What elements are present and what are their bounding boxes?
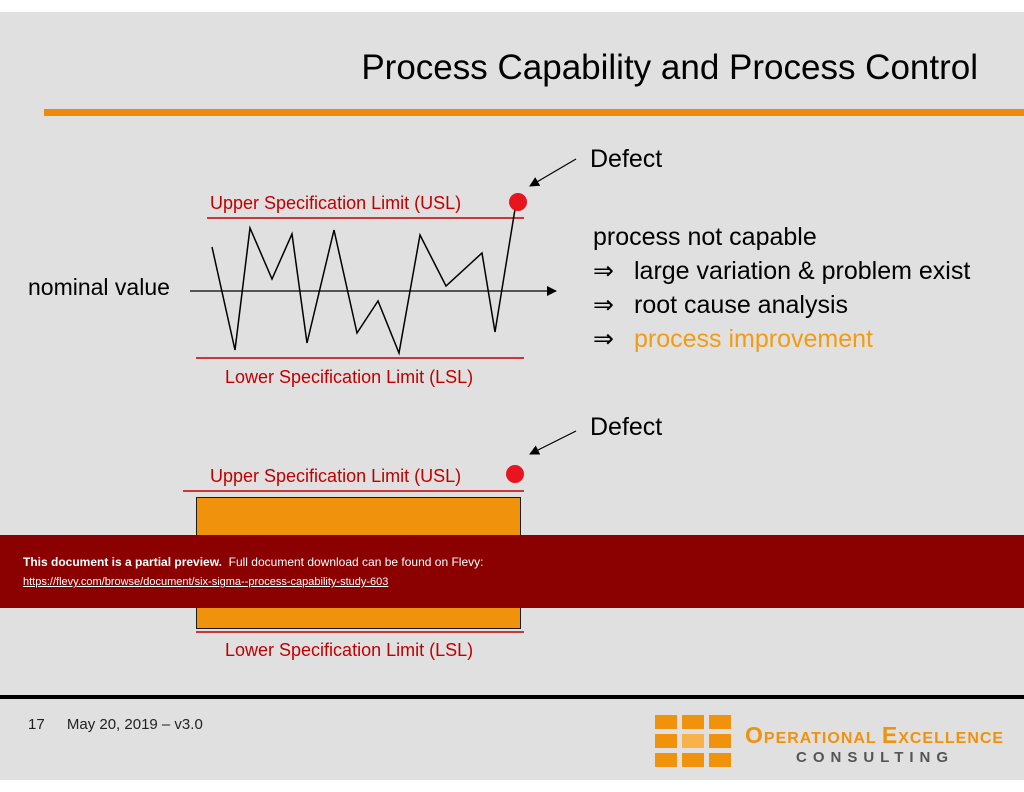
process-diagram [183,158,577,633]
bullet-item-label: root cause analysis [634,291,849,319]
defect-label-top: Defect [590,145,663,173]
slide-title: Process Capability and Process Control [361,48,978,87]
defect-pointer-top [529,158,577,187]
footer-divider [0,695,1024,699]
bullet-heading: process not capable [593,223,817,251]
defect-pointer-bottom [529,430,577,455]
bullet-item-label: large variation & problem exist [634,257,971,285]
bullet-item: ⇒ large variation & problem exist [593,254,970,288]
banner-link[interactable]: https://flevy.com/browse/document/six-si… [23,576,389,588]
page-number: 17 [28,716,45,733]
date-version: May 20, 2019 – v3.0 [66,716,203,733]
banner-message: This document is a partial preview. Full… [23,555,483,569]
defect-point-top [509,193,527,211]
preview-banner: This document is a partial preview. Full… [0,535,1024,608]
process-variation-line [211,202,517,356]
implies-arrow-icon: ⇒ [593,257,614,285]
implies-arrow-icon: ⇒ [593,291,614,319]
usl-label-top: Upper Specification Limit (USL) [210,193,462,213]
banner-bold-text: This document is a partial preview. [23,555,222,569]
logo-wordmark-line1: OPERATIONAL EXCELLENCE [745,722,1005,748]
slide: Process Capability and Process Control U… [0,12,1024,780]
defect-point-bottom [506,465,524,483]
footer-info: 17 May 20, 2019 – v3.0 [28,716,203,733]
lsl-label-top: Lower Specification Limit (LSL) [225,367,474,387]
defect-marker-layer [506,465,524,483]
nominal-value-label: nominal value [28,274,170,300]
title-underline [44,109,1024,116]
usl-label-bottom: Upper Specification Limit (USL) [210,466,462,486]
logo-wordmark-line2: CONSULTING [796,749,955,766]
lsl-label-bottom: Lower Specification Limit (LSL) [225,640,474,660]
bullet-item: ⇒ process improvement [593,322,970,356]
capability-bullets: process not capable ⇒ large variation & p… [593,220,970,356]
banner-text: Full document download can be found on F… [228,555,484,569]
defect-label-bottom: Defect [590,413,663,441]
company-logo-icon [655,715,731,767]
bullet-item-highlight: process improvement [634,325,873,353]
bullet-item: ⇒ root cause analysis [593,288,970,322]
implies-arrow-icon: ⇒ [593,325,614,353]
